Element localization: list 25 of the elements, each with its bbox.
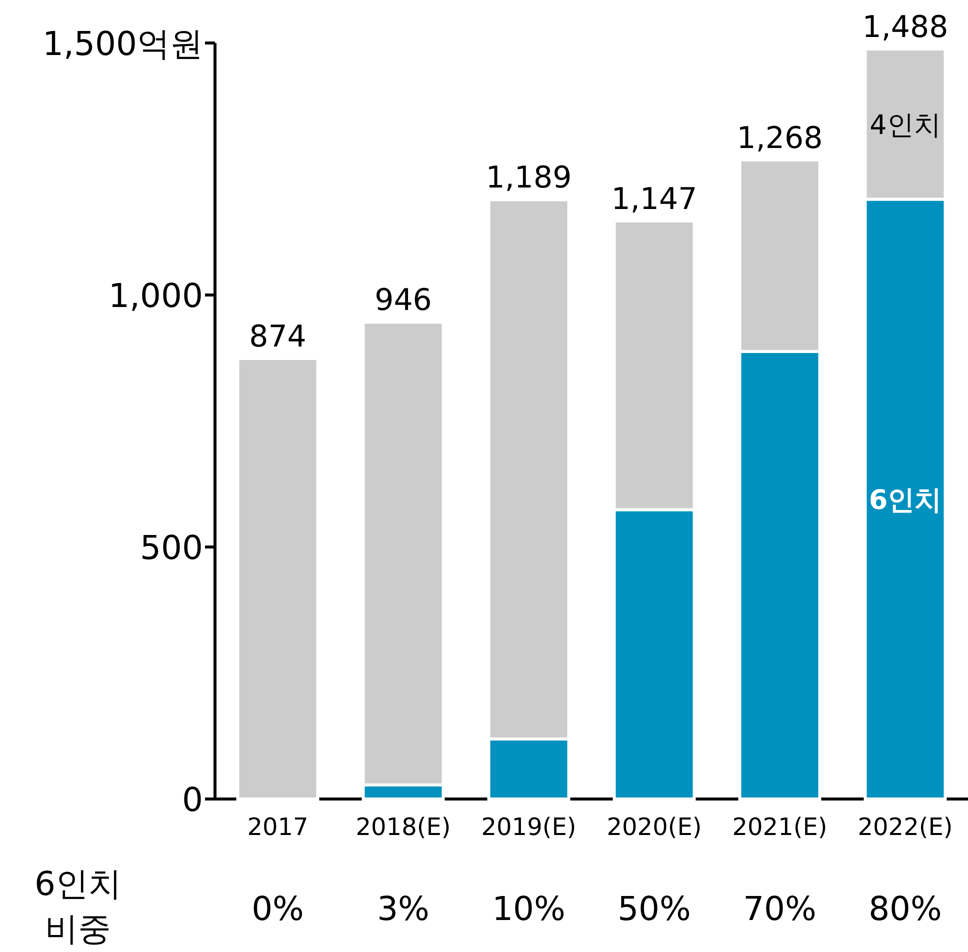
total-label: 946 <box>374 283 432 318</box>
total-label: 874 <box>249 320 306 355</box>
total-label: 1,189 <box>486 160 572 196</box>
x-tick-label: 2022(E) <box>858 813 953 841</box>
x-tick-label: 2019(E) <box>481 813 576 841</box>
y-tick-label: 1,000 <box>108 276 203 315</box>
text: 80% <box>868 889 942 928</box>
total-label: 1,147 <box>611 182 698 217</box>
y-tick-label: 1,500억원 <box>42 24 203 63</box>
series-label: 6인치 <box>868 485 942 516</box>
x-tick-label: 2020(E) <box>606 813 702 841</box>
x-tick-label: 2018(E) <box>356 813 451 841</box>
total-label: 1,268 <box>736 120 823 156</box>
text: 50% <box>618 889 691 928</box>
text: 10% <box>492 889 566 928</box>
series-label: 4인치 <box>870 110 941 142</box>
x-tick-label: 2017 <box>247 813 308 841</box>
text: 3% <box>377 889 430 928</box>
text: 70% <box>743 889 816 928</box>
y-tick-label: 500 <box>140 528 203 567</box>
y-tick-label: 0 <box>182 780 203 819</box>
x-tick-label: 2021(E) <box>732 813 828 841</box>
text: 6인치 비중 <box>34 864 122 948</box>
total-label: 1,488 <box>862 10 948 46</box>
text: 0% <box>252 889 304 928</box>
